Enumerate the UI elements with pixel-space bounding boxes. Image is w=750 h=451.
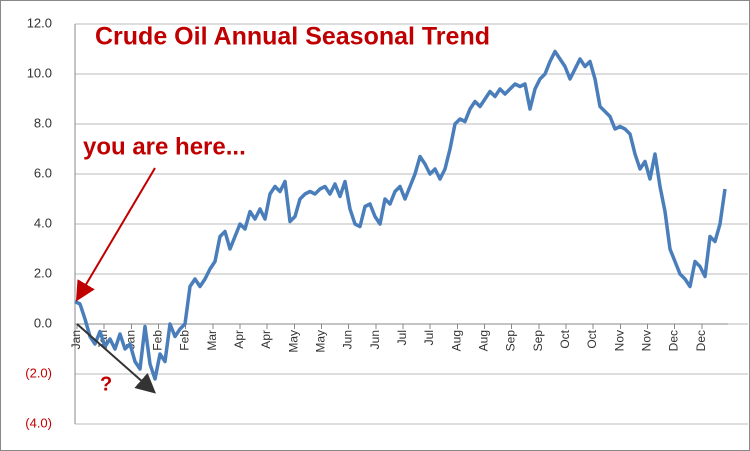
y-tick-label: 0.0: [34, 315, 52, 330]
x-tick-label: Feb: [151, 330, 165, 351]
y-tick-label: 12.0: [27, 15, 52, 30]
grid: 12.010.08.06.04.02.00.0(2.0)(4.0)Jan Jan J…: [25, 15, 748, 430]
x-tick-label: Nov: [640, 330, 654, 351]
y-tick-label: 2.0: [34, 265, 52, 280]
y-tick-label: (4.0): [25, 415, 52, 430]
x-tick-label: Jun: [368, 330, 382, 349]
y-tick-label: (2.0): [25, 365, 52, 380]
plot: [74, 49, 727, 381]
y-tick-label: 6.0: [34, 165, 52, 180]
x-tick-label: Jul: [422, 330, 436, 345]
x-tick-label: May: [287, 330, 301, 353]
arrow: [75, 167, 156, 302]
x-tick-label: Feb: [178, 330, 192, 351]
x-tick-label: Jan: [69, 330, 83, 349]
x-tick-label: Oct: [558, 329, 572, 348]
x-tick-label: Sep: [531, 330, 545, 352]
line-series: [74, 49, 727, 381]
x-tick-label: Dec: [694, 330, 708, 351]
chart-title: Crude Oil Annual Seasonal Trend: [95, 23, 490, 51]
x-tick-label: Jul: [395, 330, 409, 345]
x-tick-label: Jun: [341, 330, 355, 349]
x-tick-label: Aug: [450, 330, 464, 351]
x-tick-label: Dec: [667, 330, 681, 351]
x-tick-label: Mar: [205, 330, 219, 351]
annotation: ?: [100, 373, 112, 395]
annotation: you are here...: [83, 133, 246, 160]
x-tick-label: Apr: [232, 330, 246, 349]
y-tick-label: 4.0: [34, 215, 52, 230]
x-tick-label: May: [314, 330, 328, 353]
x-tick-label: Oct: [585, 329, 599, 348]
arrow: [76, 323, 157, 394]
x-tick-label: Apr: [259, 330, 273, 349]
y-tick-label: 10.0: [27, 65, 52, 80]
x-tick-label: Sep: [504, 330, 518, 352]
x-tick-label: Aug: [477, 330, 491, 351]
y-tick-label: 8.0: [34, 115, 52, 130]
x-tick-label: Nov: [613, 330, 627, 351]
